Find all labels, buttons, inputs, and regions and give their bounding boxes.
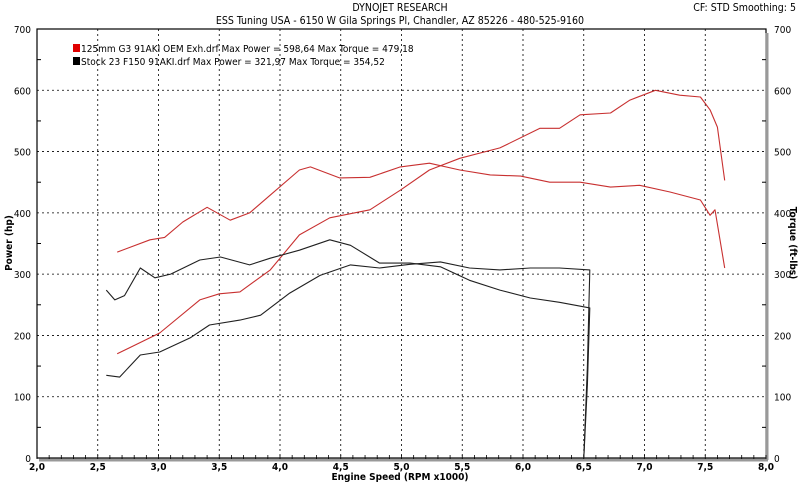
x-tick-label: 3,0 bbox=[151, 462, 167, 473]
header-brand: DYNOJET RESEARCH bbox=[352, 2, 447, 14]
x-tick-label: 2,0 bbox=[29, 462, 45, 473]
legend: 125mm G3 91AKI OEM Exh.drf Max Power = 5… bbox=[73, 44, 414, 68]
series-power-line bbox=[106, 261, 591, 459]
y2-tick-label: 100 bbox=[774, 393, 791, 404]
series-power-line bbox=[116, 89, 726, 355]
x-tick-label: 4,0 bbox=[272, 462, 288, 473]
y2-tick-label: 300 bbox=[774, 270, 791, 281]
y-tick-label: 100 bbox=[14, 393, 31, 404]
x-tick-label: 5,0 bbox=[394, 462, 410, 473]
legend-swatch bbox=[73, 57, 80, 65]
x-tick-label: 7,0 bbox=[637, 462, 653, 473]
x-axis-label: Engine Speed (RPM x1000) bbox=[331, 472, 468, 482]
plot-frame bbox=[36, 28, 767, 459]
legend-entry: Stock 23 F150 91AKI.drf Max Power = 321,… bbox=[81, 57, 385, 68]
x-tick-label: 8,0 bbox=[758, 462, 774, 473]
x-tick-label: 6,0 bbox=[515, 462, 531, 473]
x-tick-label: 6,5 bbox=[576, 462, 592, 473]
y-tick-label: 600 bbox=[14, 86, 31, 97]
y2-axis-label: Torque (ft-lbs) bbox=[787, 207, 798, 280]
header-settings: CF: STD Smoothing: 5 bbox=[693, 2, 796, 14]
y2-tick-label: 500 bbox=[774, 148, 791, 159]
legend-swatch bbox=[73, 44, 80, 52]
y-tick-label: 500 bbox=[14, 148, 31, 159]
y-tick-label: 0 bbox=[25, 454, 31, 465]
grid bbox=[37, 29, 766, 458]
x-tick-label: 3,5 bbox=[211, 462, 227, 473]
header-shop-text: ESS Tuning USA - 6150 W Gila Springs Pl,… bbox=[216, 15, 584, 27]
y-axis-label: Power (hp) bbox=[4, 215, 15, 271]
series-torque-line bbox=[105, 239, 591, 459]
y-tick-label: 400 bbox=[14, 209, 31, 220]
series-lines bbox=[105, 89, 726, 459]
y2-tick-label: 200 bbox=[774, 331, 791, 342]
y2-tick-label: 400 bbox=[774, 209, 791, 220]
y2-tick-label: 0 bbox=[774, 454, 780, 465]
series-torque-line bbox=[117, 162, 726, 269]
y-tick-label: 300 bbox=[14, 270, 31, 281]
y2-tick-label: 700 bbox=[774, 25, 791, 36]
x-tick-label: 2,5 bbox=[90, 462, 106, 473]
y-tick-label: 200 bbox=[14, 331, 31, 342]
axes: 2,0 2,5 3,0 3,5 4,0 4,5 5,0 5,5 6,0 6,5 7,0 7,5 8,00… bbox=[14, 25, 792, 473]
y-tick-label: 700 bbox=[14, 25, 31, 36]
y2-tick-label: 600 bbox=[774, 86, 791, 97]
x-tick-label: 4,5 bbox=[333, 462, 349, 473]
x-tick-label: 7,5 bbox=[697, 462, 713, 473]
x-tick-label: 5,5 bbox=[454, 462, 470, 473]
legend-entry: 125mm G3 91AKI OEM Exh.drf Max Power = 5… bbox=[81, 44, 414, 55]
